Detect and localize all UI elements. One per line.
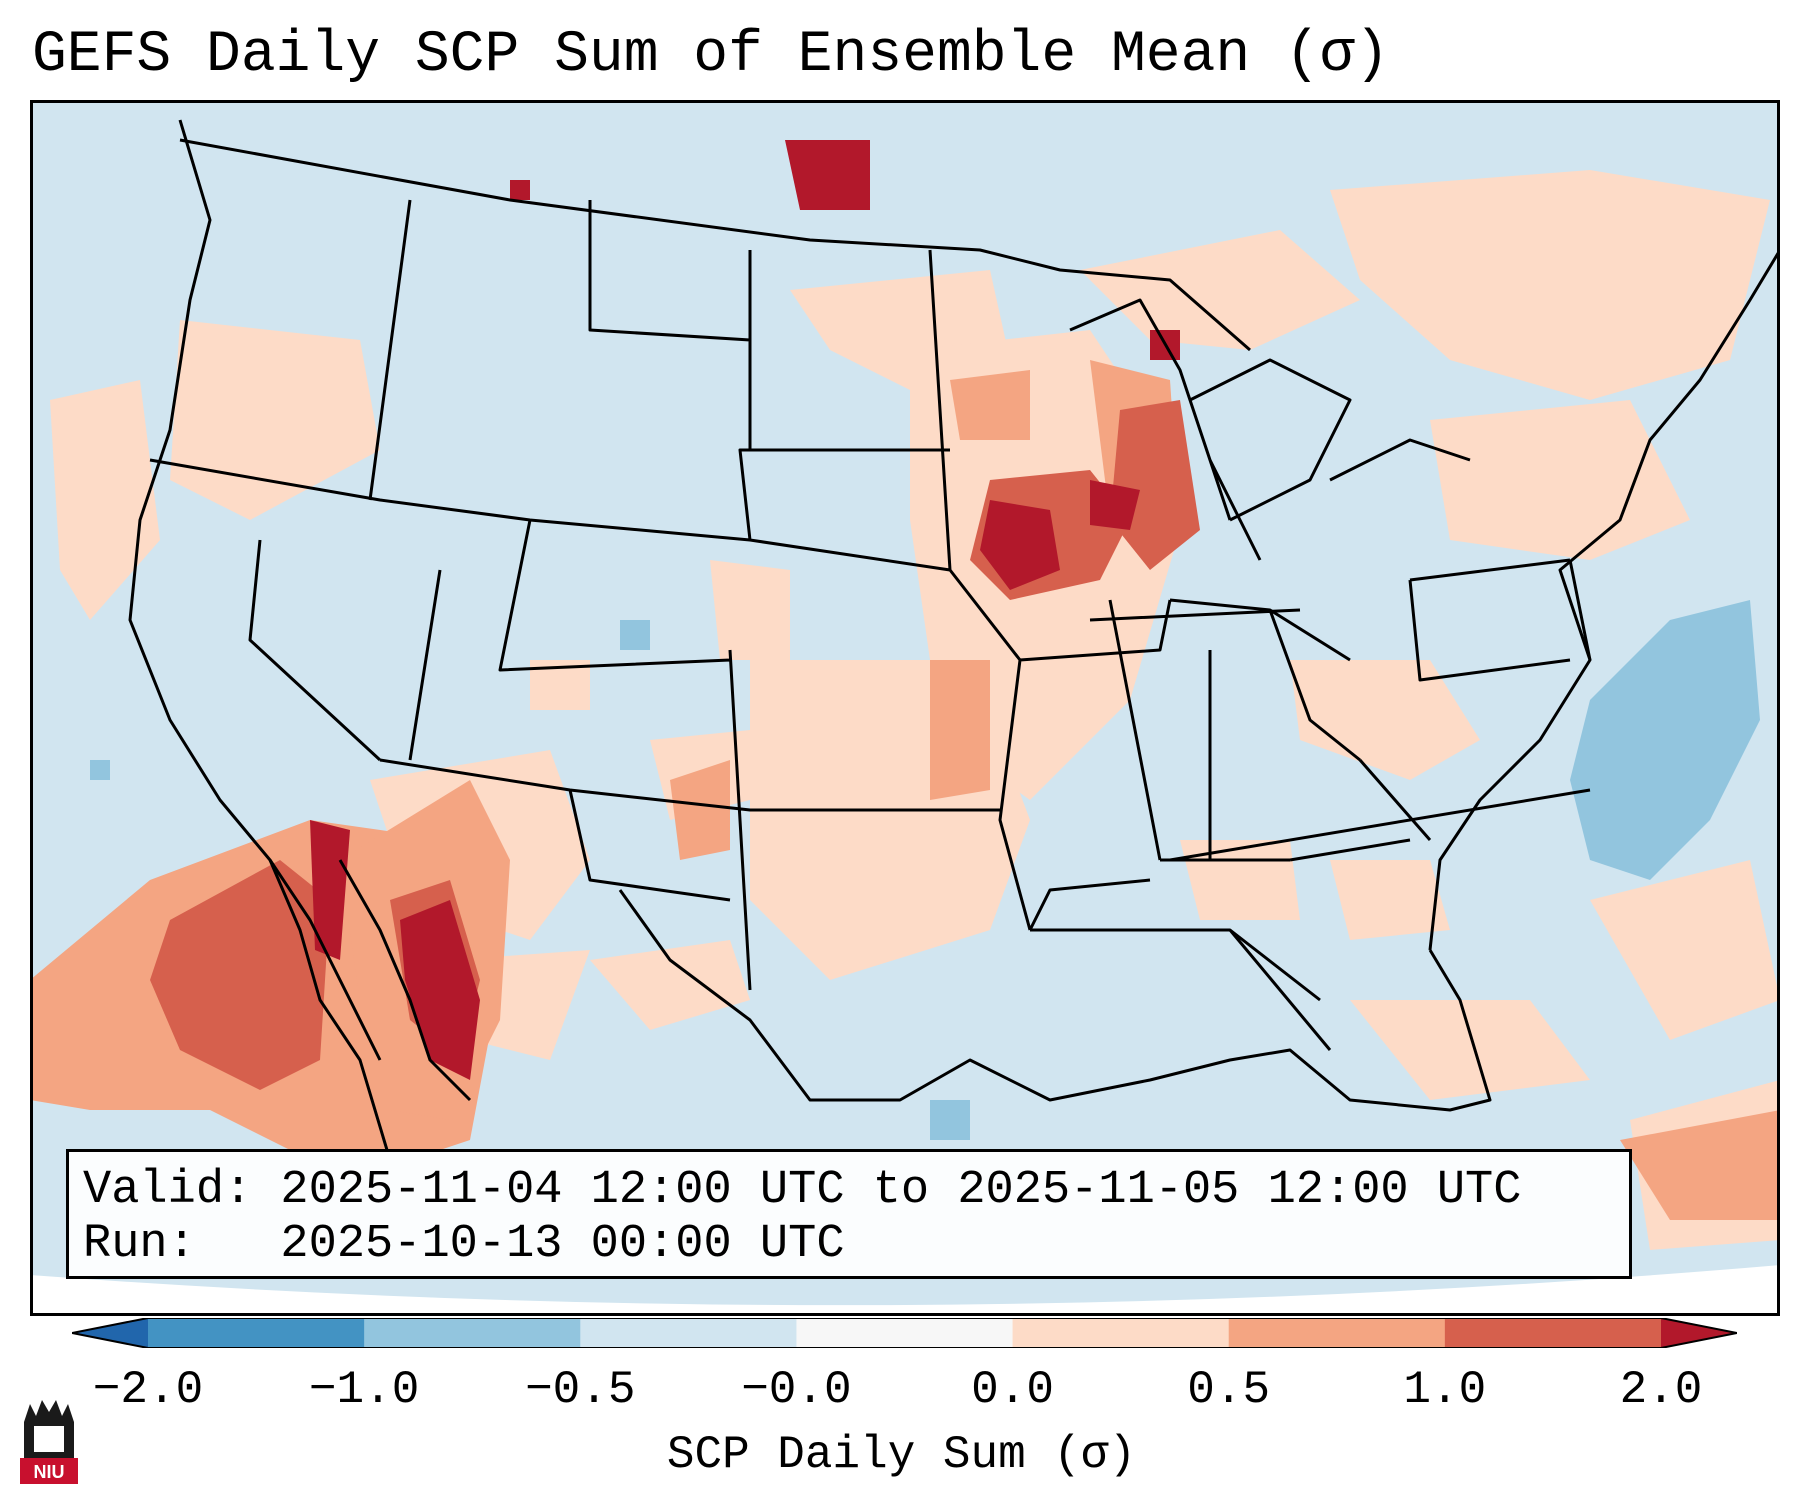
colorbar-bin-3 <box>796 1318 1014 1348</box>
logo-text: NIU <box>34 1462 65 1482</box>
niu-logo: NIU <box>20 1400 78 1484</box>
colorbar-tick-label: −0.5 <box>525 1364 636 1416</box>
logo-window <box>34 1426 64 1452</box>
colorbar-tick-label: −1.0 <box>308 1364 420 1416</box>
colorbar-tick-label: −2.0 <box>92 1364 204 1416</box>
colorbar-tick-label: −0.0 <box>741 1364 852 1416</box>
colorbar-bin-4 <box>1012 1318 1230 1348</box>
colorbar-label: SCP Daily Sum (σ) <box>666 1429 1137 1481</box>
valid-time-text: Valid: 2025-11-04 12:00 UTC to 2025-11-0… <box>83 1164 1522 1217</box>
map-border <box>30 100 1780 1316</box>
colorbar-tick-label: 0.5 <box>1187 1364 1271 1416</box>
boundaries <box>128 119 1780 1211</box>
pacific-coastline <box>128 119 412 1211</box>
colorbar-tick-label: 2.0 <box>1619 1364 1703 1416</box>
colorbar-over-arrow <box>1661 1318 1737 1348</box>
logo-banner <box>20 1458 78 1484</box>
colorbar <box>72 1318 1737 1348</box>
anomaly-extreme-positive <box>310 140 1180 1080</box>
map-canvas <box>30 100 1780 1316</box>
anomaly-field <box>30 140 1780 1250</box>
valid-run-info-box: Valid: 2025-11-04 12:00 UTC to 2025-11-0… <box>66 1149 1632 1279</box>
anomaly-negative <box>90 600 1760 1140</box>
colorbar-bin-6 <box>1444 1318 1662 1348</box>
gulf-coast <box>618 889 1492 1112</box>
colorbar-bin-5 <box>1228 1318 1446 1348</box>
colorbar-tick-label: 1.0 <box>1403 1364 1487 1416</box>
colorbar-bin-2 <box>580 1318 797 1348</box>
great-lakes <box>1069 298 1471 561</box>
colorbar-bin-1 <box>364 1318 581 1348</box>
chart-title: GEFS Daily SCP Sum of Ensemble Mean (σ) <box>32 23 1390 88</box>
run-time-text: Run: 2025-10-13 00:00 UTC <box>83 1218 845 1271</box>
canada-border <box>179 138 1251 352</box>
atlantic-coast <box>1428 249 1780 951</box>
colorbar-segments <box>148 1318 1662 1348</box>
colorbar-tick-label: 0.0 <box>971 1364 1054 1416</box>
colorbar-bin-0 <box>148 1318 365 1348</box>
state-lines <box>149 199 1592 1051</box>
baja-peninsula <box>268 859 472 1102</box>
projection-edge <box>30 1265 1780 1316</box>
colorbar-under-arrow <box>72 1318 148 1348</box>
map-panel <box>30 100 1780 1316</box>
